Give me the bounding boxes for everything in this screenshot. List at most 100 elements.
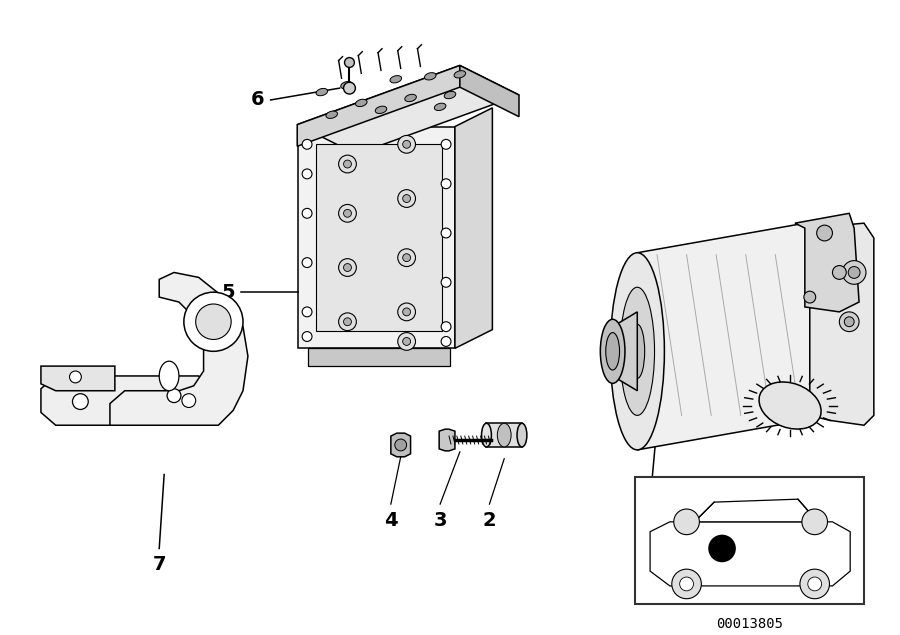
- Circle shape: [804, 291, 815, 303]
- Polygon shape: [650, 522, 850, 586]
- Polygon shape: [454, 108, 492, 349]
- Text: 3: 3: [434, 511, 447, 530]
- Ellipse shape: [517, 424, 526, 447]
- Polygon shape: [487, 424, 522, 447]
- Polygon shape: [637, 223, 830, 450]
- Ellipse shape: [630, 324, 644, 378]
- Circle shape: [802, 509, 827, 535]
- Ellipse shape: [375, 106, 387, 114]
- Ellipse shape: [316, 88, 328, 96]
- Ellipse shape: [610, 253, 664, 450]
- Polygon shape: [40, 366, 115, 391]
- Circle shape: [302, 331, 312, 342]
- Circle shape: [344, 318, 351, 326]
- Circle shape: [345, 58, 355, 67]
- Ellipse shape: [498, 424, 511, 447]
- Circle shape: [182, 394, 195, 408]
- Bar: [635, 478, 864, 604]
- Circle shape: [402, 338, 410, 345]
- Circle shape: [302, 208, 312, 218]
- Ellipse shape: [159, 361, 179, 391]
- Circle shape: [302, 169, 312, 179]
- Text: 1: 1: [645, 486, 659, 505]
- Circle shape: [302, 307, 312, 317]
- Ellipse shape: [341, 81, 352, 89]
- Polygon shape: [297, 65, 519, 154]
- Circle shape: [674, 509, 699, 535]
- Circle shape: [395, 439, 407, 451]
- Circle shape: [816, 225, 833, 241]
- Ellipse shape: [482, 424, 491, 447]
- Circle shape: [840, 312, 860, 331]
- Circle shape: [69, 371, 81, 383]
- Circle shape: [441, 322, 451, 331]
- Circle shape: [808, 577, 822, 591]
- Circle shape: [398, 135, 416, 153]
- Polygon shape: [695, 499, 818, 522]
- Circle shape: [344, 210, 351, 217]
- Circle shape: [441, 337, 451, 346]
- Circle shape: [800, 569, 830, 599]
- Circle shape: [338, 204, 356, 222]
- Circle shape: [398, 303, 416, 321]
- Text: 7: 7: [152, 556, 166, 574]
- Circle shape: [184, 292, 243, 351]
- Ellipse shape: [356, 99, 367, 107]
- Polygon shape: [40, 376, 213, 425]
- Ellipse shape: [425, 72, 436, 80]
- Polygon shape: [460, 65, 519, 117]
- Circle shape: [338, 313, 356, 331]
- Circle shape: [441, 179, 451, 189]
- Circle shape: [398, 249, 416, 267]
- Circle shape: [302, 140, 312, 149]
- Circle shape: [402, 308, 410, 316]
- Polygon shape: [298, 126, 454, 349]
- Circle shape: [441, 277, 451, 287]
- Text: 4: 4: [384, 511, 398, 530]
- Ellipse shape: [620, 287, 654, 415]
- Circle shape: [338, 155, 356, 173]
- Circle shape: [832, 265, 846, 279]
- Circle shape: [344, 264, 351, 272]
- Text: 2: 2: [482, 511, 496, 530]
- Ellipse shape: [454, 70, 465, 78]
- Ellipse shape: [405, 95, 417, 102]
- Circle shape: [344, 160, 351, 168]
- Ellipse shape: [435, 104, 446, 110]
- Circle shape: [73, 394, 88, 410]
- Circle shape: [402, 140, 410, 148]
- Ellipse shape: [606, 333, 619, 370]
- Polygon shape: [439, 429, 454, 451]
- Text: 6: 6: [251, 90, 265, 109]
- Polygon shape: [308, 349, 450, 366]
- Polygon shape: [613, 312, 637, 391]
- Circle shape: [338, 258, 356, 276]
- Polygon shape: [810, 223, 874, 425]
- Text: 5: 5: [221, 283, 235, 302]
- Circle shape: [844, 317, 854, 326]
- Polygon shape: [110, 272, 248, 425]
- Circle shape: [671, 569, 701, 599]
- Circle shape: [680, 577, 694, 591]
- Circle shape: [402, 194, 410, 203]
- Circle shape: [302, 258, 312, 267]
- Polygon shape: [297, 65, 460, 146]
- Ellipse shape: [600, 319, 625, 384]
- Circle shape: [708, 535, 736, 562]
- Polygon shape: [391, 433, 410, 457]
- Circle shape: [167, 389, 181, 403]
- Circle shape: [344, 82, 356, 94]
- Ellipse shape: [445, 91, 455, 98]
- Circle shape: [398, 190, 416, 208]
- Ellipse shape: [390, 76, 401, 83]
- Polygon shape: [316, 144, 442, 331]
- Ellipse shape: [759, 382, 821, 429]
- Circle shape: [402, 254, 410, 262]
- Circle shape: [195, 304, 231, 340]
- Ellipse shape: [326, 111, 338, 118]
- Circle shape: [848, 267, 860, 278]
- Circle shape: [441, 228, 451, 238]
- Polygon shape: [795, 213, 860, 312]
- Circle shape: [441, 140, 451, 149]
- Circle shape: [842, 260, 866, 284]
